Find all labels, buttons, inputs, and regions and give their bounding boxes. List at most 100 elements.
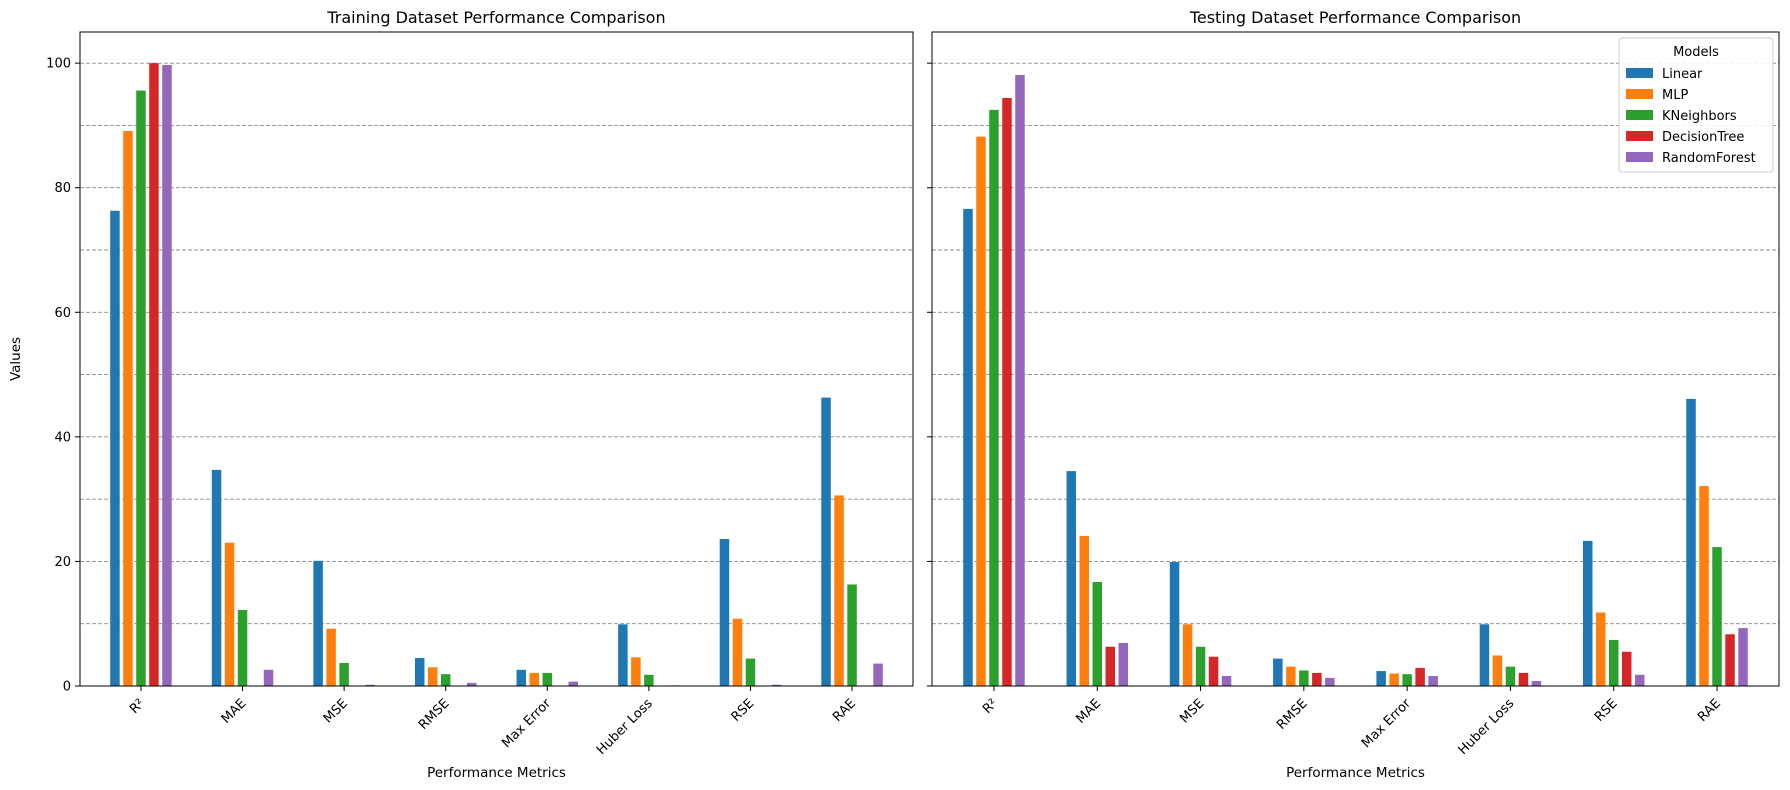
bar-mlp-mse	[326, 628, 336, 686]
bar-randomforest-mae	[1118, 643, 1129, 686]
bar-mlp-huber-loss	[631, 657, 641, 686]
legend-box	[1618, 37, 1774, 173]
bar-mlp-mse	[1182, 624, 1193, 686]
bar-randomforest-rse	[1634, 674, 1645, 686]
legend-swatch-kneighbors	[1626, 110, 1653, 120]
y-tick-label: 80	[54, 181, 71, 196]
bar-decisiontree-mae	[1105, 646, 1116, 686]
bar-decisiontree-max-error	[1415, 667, 1425, 686]
bar-kneighbors-max-error	[542, 672, 553, 686]
bar-mlp-max-error	[1389, 673, 1399, 686]
legend-swatch-randomforest	[1626, 152, 1653, 162]
testing-y-ticks	[927, 62, 932, 687]
y-tick-label: 0	[63, 680, 71, 695]
bar-randomforest-r2	[1015, 74, 1025, 686]
bar-decisiontree-r2	[1002, 98, 1012, 687]
bar-randomforest-rmse	[466, 682, 477, 686]
bar-decisiontree-r2	[149, 63, 159, 686]
bar-linear-r2	[110, 210, 120, 686]
legend-label-decisiontree: DecisionTree	[1662, 130, 1744, 145]
bar-linear-huber-loss	[618, 624, 628, 686]
bar-kneighbors-mae	[1092, 581, 1103, 686]
bar-mlp-r2	[976, 136, 986, 686]
legend-label-mlp: MLP	[1662, 88, 1688, 103]
legend-swatch-mlp	[1626, 89, 1653, 99]
bar-decisiontree-huber-loss	[1518, 672, 1529, 686]
bar-mlp-mae	[224, 542, 235, 686]
bar-randomforest-r2	[162, 65, 172, 687]
bar-mlp-rmse	[1286, 666, 1296, 686]
bar-randomforest-rae	[873, 663, 883, 686]
bar-decisiontree-mse	[1208, 656, 1219, 686]
bar-kneighbors-huber-loss	[644, 674, 654, 686]
training-bars	[110, 63, 883, 687]
bar-kneighbors-mse	[1195, 646, 1206, 686]
bar-linear-huber-loss	[1479, 624, 1490, 686]
legend-items: Linear MLP KNeighbors DecisionTree RandomFor…	[1626, 67, 1756, 166]
bar-kneighbors-rmse	[1299, 670, 1309, 686]
y-tick-label: 100	[46, 57, 71, 72]
bar-kneighbors-rae	[847, 584, 857, 686]
bar-kneighbors-rse	[1608, 639, 1619, 686]
bar-randomforest-rmse	[1325, 677, 1335, 686]
legend-swatch-decisiontree	[1626, 131, 1653, 141]
bar-linear-rse	[719, 539, 730, 686]
bar-linear-mae	[211, 469, 222, 686]
legend-swatch-linear	[1626, 68, 1653, 78]
training-x-axis-label: Performance Metrics	[427, 765, 566, 781]
bar-mlp-mae	[1079, 535, 1090, 686]
bar-kneighbors-mae	[237, 610, 248, 686]
bar-kneighbors-rse	[745, 658, 756, 686]
bar-kneighbors-huber-loss	[1505, 666, 1516, 686]
legend-title: Models	[1673, 45, 1719, 60]
bar-randomforest-max-error	[1428, 676, 1438, 686]
bar-linear-rae	[1686, 398, 1696, 686]
bar-randomforest-mse	[365, 684, 375, 686]
testing-axes-frame	[931, 31, 1780, 687]
bar-mlp-rae	[1699, 486, 1709, 686]
bar-linear-mse	[1169, 562, 1180, 686]
bar-decisiontree-rmse	[1312, 672, 1322, 686]
bar-linear-rse	[1582, 540, 1593, 686]
bar-decisiontree-rse	[1621, 651, 1632, 686]
training-axes-frame	[79, 31, 914, 687]
bar-linear-max-error	[1376, 671, 1386, 686]
training-y-axis-label: Values	[8, 337, 24, 381]
bar-kneighbors-rae	[1712, 547, 1722, 686]
y-tick-label: 40	[54, 430, 71, 445]
bar-linear-rmse	[1273, 658, 1283, 686]
testing-bars	[963, 74, 1748, 687]
bar-mlp-rae	[834, 495, 844, 686]
bar-randomforest-mae	[263, 669, 274, 686]
bar-mlp-max-error	[529, 672, 540, 686]
bar-randomforest-rae	[1738, 628, 1748, 686]
bar-randomforest-max-error	[568, 681, 579, 686]
testing-x-axis-label: Performance Metrics	[1286, 765, 1425, 781]
bar-randomforest-mse	[1221, 676, 1232, 686]
bar-kneighbors-r2	[136, 90, 146, 686]
bar-linear-r2	[963, 208, 973, 687]
legend: Models Linear MLP KNeighbors DecisionTree Ra…	[1618, 37, 1774, 173]
legend-label-kneighbors: KNeighbors	[1662, 109, 1737, 124]
bar-kneighbors-r2	[989, 109, 999, 687]
bar-linear-rae	[821, 397, 831, 686]
bar-mlp-huber-loss	[1492, 655, 1503, 686]
bar-randomforest-huber-loss	[1531, 681, 1542, 686]
bar-mlp-r2	[123, 131, 133, 686]
y-tick-label: 60	[54, 306, 71, 321]
bar-decisiontree-rae	[1725, 634, 1735, 686]
bar-linear-mae	[1066, 471, 1077, 686]
training-chart-title: Training Dataset Performance Comparison	[326, 8, 665, 27]
bar-mlp-rmse	[427, 667, 438, 686]
bar-kneighbors-rmse	[440, 674, 451, 686]
bar-mlp-rse	[1595, 612, 1606, 686]
bar-linear-mse	[313, 560, 323, 686]
bar-kneighbors-mse	[339, 662, 349, 686]
training-y-ticks: 0 20 40 60 80 100	[46, 57, 80, 695]
bar-randomforest-rse	[771, 684, 782, 686]
legend-label-randomforest: RandomForest	[1662, 151, 1756, 166]
testing-chart-title: Testing Dataset Performance Comparison	[1189, 8, 1521, 27]
